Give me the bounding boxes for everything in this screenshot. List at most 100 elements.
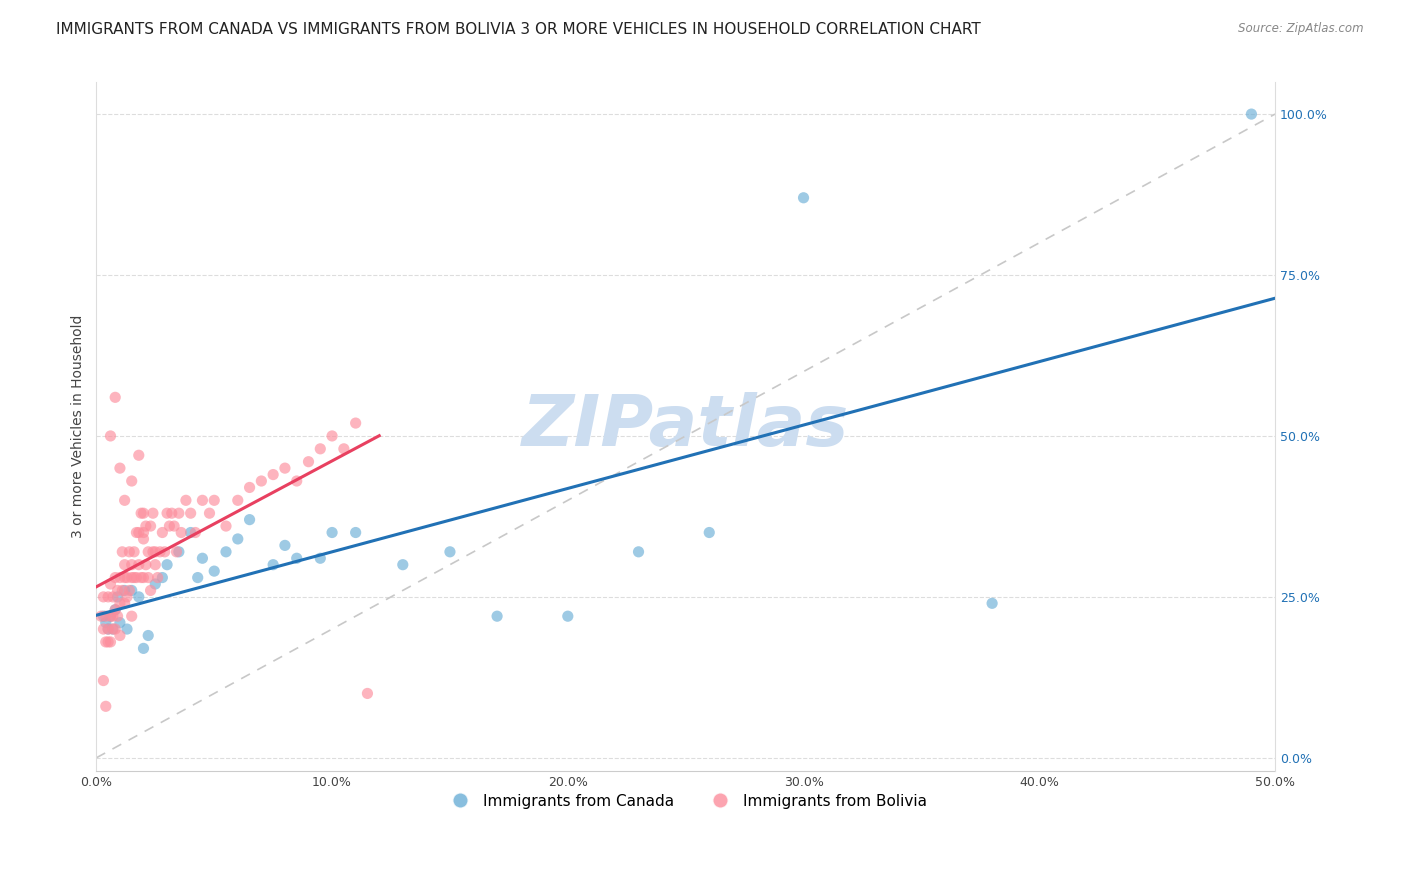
Point: [93, 590, 115, 604]
Point: [125, 525, 148, 540]
Point: [1240, 107, 1263, 121]
Point: [262, 558, 284, 572]
Point: [136, 628, 159, 642]
Point: [627, 545, 650, 559]
Point: [132, 532, 155, 546]
Point: [170, 525, 193, 540]
Point: [167, 506, 190, 520]
Point: [262, 467, 284, 482]
Point: [274, 538, 297, 552]
Point: [122, 545, 145, 559]
Point: [285, 551, 308, 566]
Point: [136, 545, 159, 559]
Point: [129, 570, 152, 584]
Point: [100, 429, 122, 443]
Point: [174, 493, 197, 508]
Point: [239, 480, 262, 494]
Point: [143, 545, 166, 559]
Point: [132, 570, 155, 584]
Point: [191, 493, 214, 508]
Point: [139, 519, 162, 533]
Point: [114, 596, 136, 610]
Point: [107, 583, 129, 598]
Point: [114, 558, 136, 572]
Point: [104, 390, 127, 404]
Point: [202, 564, 225, 578]
Point: [180, 525, 202, 540]
Point: [111, 583, 134, 598]
Point: [132, 525, 155, 540]
Point: [187, 570, 209, 584]
Point: [94, 615, 117, 630]
Point: [94, 635, 117, 649]
Point: [93, 673, 115, 688]
Point: [101, 622, 124, 636]
Point: [107, 609, 129, 624]
Point: [159, 519, 181, 533]
Point: [97, 622, 120, 636]
Point: [115, 590, 138, 604]
Y-axis label: 3 or more Vehicles in Household: 3 or more Vehicles in Household: [72, 315, 86, 538]
Point: [125, 570, 148, 584]
Point: [101, 609, 124, 624]
Point: [108, 461, 131, 475]
Point: [114, 583, 136, 598]
Point: [153, 545, 176, 559]
Point: [191, 551, 214, 566]
Point: [439, 545, 461, 559]
Point: [118, 545, 141, 559]
Point: [156, 506, 179, 520]
Point: [142, 545, 165, 559]
Point: [132, 506, 155, 520]
Point: [139, 583, 162, 598]
Point: [128, 448, 150, 462]
Point: [93, 622, 115, 636]
Point: [104, 622, 127, 636]
Point: [100, 635, 122, 649]
Point: [100, 609, 122, 624]
Point: [149, 545, 172, 559]
Point: [101, 590, 124, 604]
Point: [93, 609, 115, 624]
Point: [129, 506, 152, 520]
Text: IMMIGRANTS FROM CANADA VS IMMIGRANTS FROM BOLIVIA 3 OR MORE VEHICLES IN HOUSEHOL: IMMIGRANTS FROM CANADA VS IMMIGRANTS FRO…: [56, 22, 981, 37]
Point: [97, 635, 120, 649]
Point: [115, 622, 138, 636]
Point: [391, 558, 413, 572]
Point: [100, 609, 122, 624]
Point: [128, 558, 150, 572]
Point: [114, 570, 136, 584]
Point: [333, 442, 356, 456]
Point: [104, 603, 127, 617]
Point: [121, 558, 143, 572]
Point: [132, 641, 155, 656]
Point: [163, 519, 186, 533]
Point: [100, 577, 122, 591]
Point: [285, 474, 308, 488]
Legend: Immigrants from Canada, Immigrants from Bolivia: Immigrants from Canada, Immigrants from …: [439, 788, 932, 814]
Point: [135, 519, 157, 533]
Point: [146, 570, 169, 584]
Point: [136, 570, 159, 584]
Point: [309, 442, 332, 456]
Point: [118, 583, 141, 598]
Point: [981, 596, 1004, 610]
Point: [697, 525, 720, 540]
Point: [94, 609, 117, 624]
Point: [115, 570, 138, 584]
Point: [274, 461, 297, 475]
Point: [143, 577, 166, 591]
Point: [793, 191, 815, 205]
Point: [128, 525, 150, 540]
Point: [180, 506, 202, 520]
Point: [226, 532, 249, 546]
Point: [128, 590, 150, 604]
Point: [143, 558, 166, 572]
Point: [156, 558, 179, 572]
Point: [108, 570, 131, 584]
Point: [97, 622, 120, 636]
Point: [321, 429, 343, 443]
Point: [215, 519, 238, 533]
Point: [121, 609, 143, 624]
Point: [107, 590, 129, 604]
